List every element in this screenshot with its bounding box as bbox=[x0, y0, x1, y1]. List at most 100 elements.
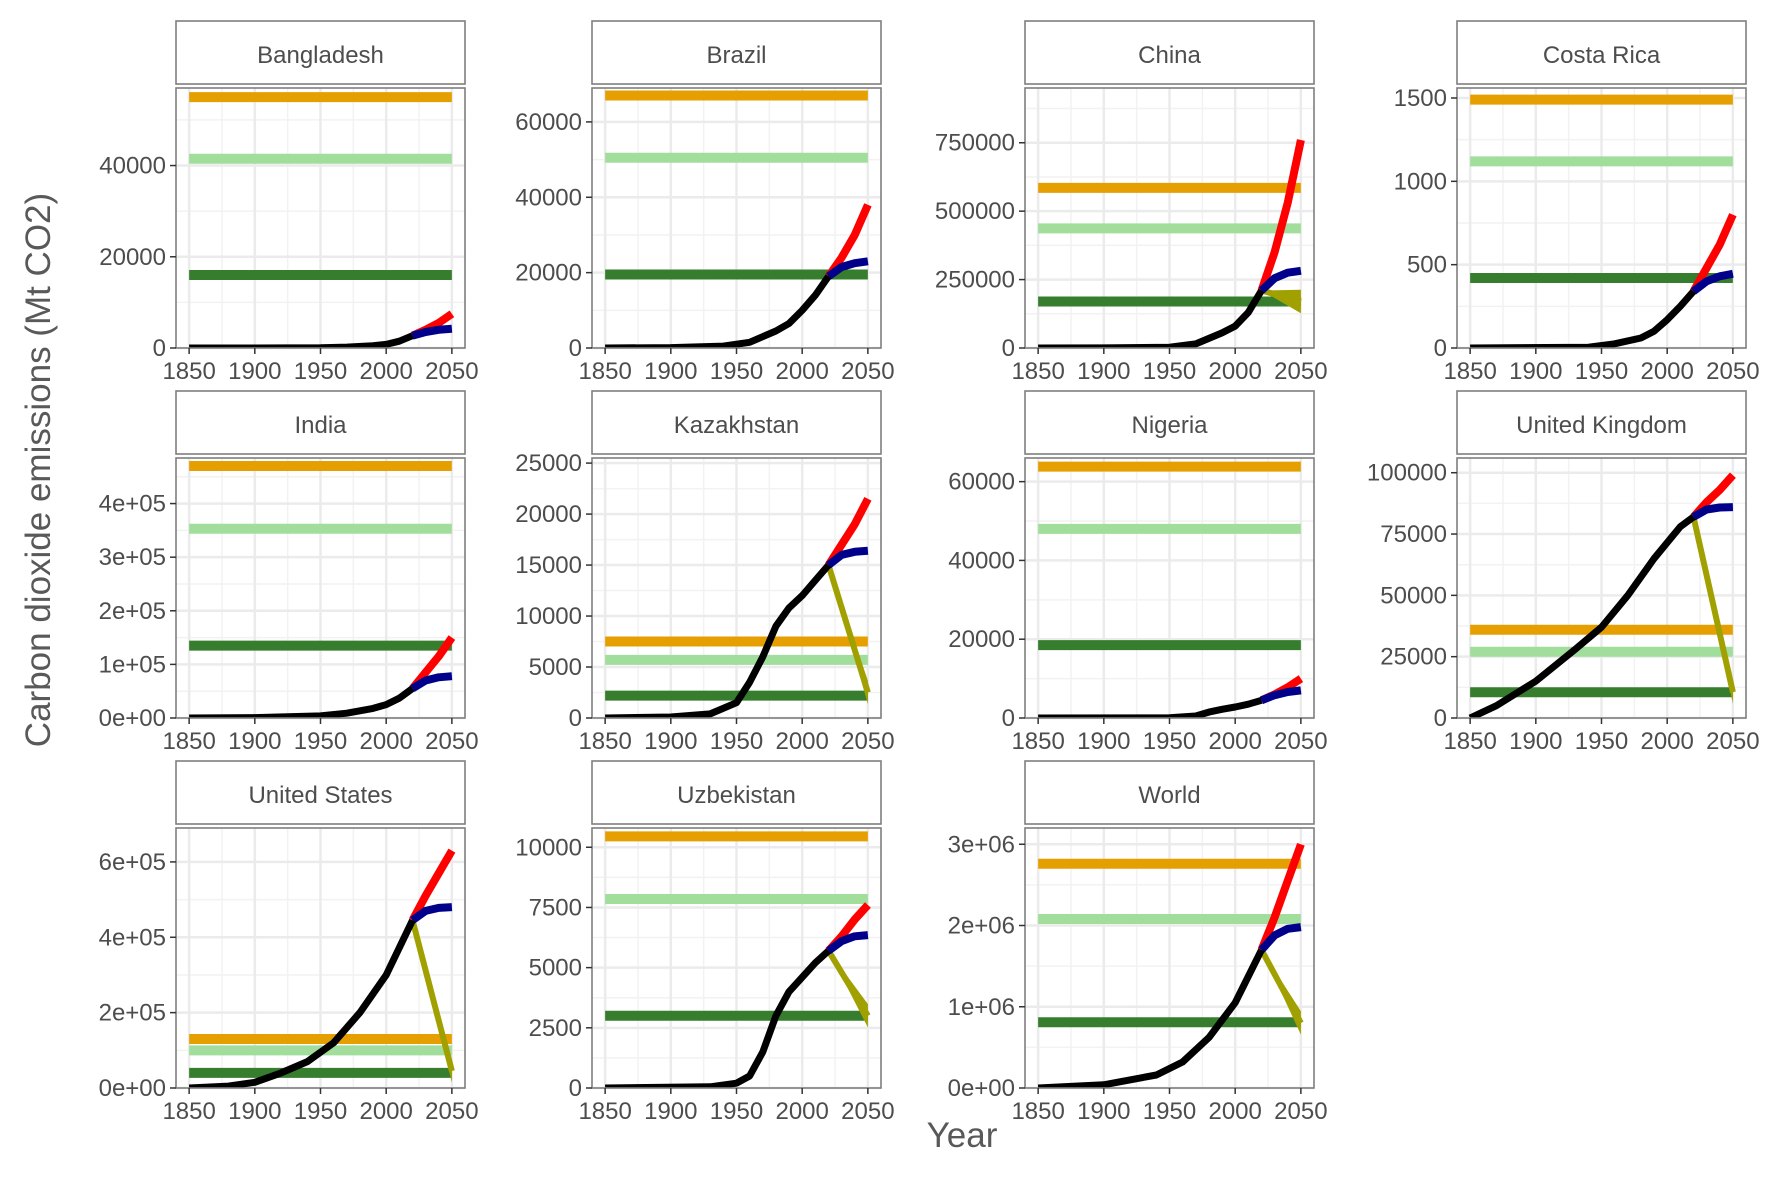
x-tick-label: 2050 bbox=[1274, 358, 1327, 385]
y-tick-label: 250000 bbox=[935, 267, 1015, 294]
facet-strip bbox=[1456, 20, 1747, 85]
y-tick-label: 0e+00 bbox=[948, 1075, 1015, 1102]
facet-panel: United States 0e+00 2e+05 4e+05 6e+05 1850 190… bbox=[99, 760, 479, 1125]
facet-strip bbox=[175, 390, 466, 455]
y-tick-label: 0 bbox=[1002, 705, 1015, 732]
x-tick-label: 1950 bbox=[294, 358, 347, 385]
x-tick-label: 2050 bbox=[425, 728, 478, 755]
x-tick-label: 1950 bbox=[294, 1098, 347, 1125]
facet-panel: India 0e+00 1e+05 2e+05 3e+05 4e+05 1850 1900 19… bbox=[99, 390, 479, 755]
low-projection-line bbox=[1260, 287, 1302, 305]
y-tick-label: 2e+06 bbox=[948, 913, 1015, 940]
y-tick-label: 0e+00 bbox=[99, 1075, 166, 1102]
x-tick-label: 2050 bbox=[425, 1098, 478, 1125]
y-tick-label: 10000 bbox=[515, 834, 582, 861]
x-tick-label: 1900 bbox=[1077, 1098, 1130, 1125]
high-projection-line bbox=[1257, 139, 1305, 292]
y-tick-label: 10000 bbox=[515, 603, 582, 630]
x-tick-label: 1950 bbox=[710, 1098, 763, 1125]
x-tick-label: 2000 bbox=[359, 358, 412, 385]
y-tick-label: 50000 bbox=[1380, 582, 1447, 609]
x-tick-label: 1900 bbox=[644, 1098, 697, 1125]
x-tick-label: 2000 bbox=[775, 728, 828, 755]
x-tick-label: 2050 bbox=[841, 358, 894, 385]
x-tick-label: 2000 bbox=[1640, 358, 1693, 385]
y-tick-label: 20000 bbox=[948, 626, 1015, 653]
y-tick-label: 100000 bbox=[1367, 460, 1447, 487]
y-tick-label: 20000 bbox=[515, 501, 582, 528]
y-tick-label: 750000 bbox=[935, 130, 1015, 157]
y-tick-label: 1500 bbox=[1394, 85, 1447, 112]
low-projection-line bbox=[1258, 948, 1304, 1025]
y-tick-label: 2e+05 bbox=[99, 598, 166, 625]
medium-projection-line bbox=[826, 931, 869, 955]
x-tick-label: 1950 bbox=[1143, 1098, 1196, 1125]
y-tick-label: 25000 bbox=[1380, 644, 1447, 671]
x-tick-label: 1950 bbox=[710, 358, 763, 385]
y-tick-label: 15000 bbox=[515, 552, 582, 579]
facet-panel: Nigeria 0 20000 40000 60000 1850 1900 1950 2000 2… bbox=[948, 390, 1328, 755]
facet-title: China bbox=[1138, 42, 1201, 69]
medium-projection-line bbox=[826, 257, 869, 280]
medium-projection-line bbox=[410, 672, 453, 692]
y-tick-label: 0 bbox=[1002, 335, 1015, 362]
x-tick-label: 1900 bbox=[1509, 728, 1562, 755]
y-tick-label: 20000 bbox=[515, 260, 582, 287]
historical-line bbox=[1470, 288, 1697, 348]
x-tick-label: 1850 bbox=[162, 728, 215, 755]
facet-strip bbox=[175, 760, 466, 825]
x-tick-label: 1950 bbox=[294, 728, 347, 755]
y-tick-label: 0 bbox=[153, 335, 166, 362]
data-layer bbox=[1468, 472, 1736, 718]
x-tick-label: 1850 bbox=[162, 1098, 215, 1125]
data-layer bbox=[605, 831, 871, 1088]
x-tick-label: 2050 bbox=[1274, 1098, 1327, 1125]
x-tick-label: 1900 bbox=[228, 728, 281, 755]
x-tick-label: 1850 bbox=[578, 358, 631, 385]
facet-strip bbox=[175, 20, 466, 85]
facet-strip bbox=[591, 20, 882, 85]
x-tick-label: 1900 bbox=[644, 728, 697, 755]
facet-title: Brazil bbox=[706, 42, 766, 69]
x-tick-label: 2000 bbox=[775, 1098, 828, 1125]
facet-strip bbox=[1456, 390, 1747, 455]
y-tick-label: 3e+05 bbox=[99, 544, 166, 571]
y-tick-label: 0 bbox=[1434, 705, 1447, 732]
y-tick-label: 25000 bbox=[515, 450, 582, 477]
y-tick-label: 60000 bbox=[515, 109, 582, 136]
facet-panel: Costa Rica 0 500 1000 1500 1850 1900 1950 2000 20… bbox=[1394, 20, 1760, 385]
x-tick-label: 1950 bbox=[710, 728, 763, 755]
x-tick-label: 2000 bbox=[1640, 728, 1693, 755]
facet-strip bbox=[591, 390, 882, 455]
high-projection-line bbox=[825, 496, 872, 568]
y-tick-label: 4e+05 bbox=[99, 491, 166, 518]
y-tick-label: 500000 bbox=[935, 198, 1015, 225]
y-tick-label: 0 bbox=[569, 1075, 582, 1102]
low-projection-line bbox=[409, 919, 455, 1072]
facet-title: United States bbox=[248, 782, 392, 809]
x-tick-label: 2050 bbox=[1274, 728, 1327, 755]
x-tick-label: 2050 bbox=[1706, 358, 1759, 385]
data-layer bbox=[1470, 94, 1737, 348]
x-tick-label: 1900 bbox=[1077, 728, 1130, 755]
data-layer bbox=[188, 848, 456, 1088]
facet-strip bbox=[591, 760, 882, 825]
y-tick-label: 500 bbox=[1407, 252, 1447, 279]
x-tick-label: 2000 bbox=[359, 728, 412, 755]
x-tick-label: 2050 bbox=[425, 358, 478, 385]
x-tick-label: 2000 bbox=[1208, 1098, 1261, 1125]
facet-panel: China 0 250000 500000 750000 1850 1900 1950 2000… bbox=[935, 20, 1328, 385]
facet-panel: United Kingdom 0 25000 50000 75000 100000 1850… bbox=[1367, 390, 1760, 755]
medium-projection-line bbox=[410, 903, 453, 924]
x-tick-label: 1850 bbox=[1011, 728, 1064, 755]
y-tick-label: 0 bbox=[569, 705, 582, 732]
x-tick-label: 1900 bbox=[1077, 358, 1130, 385]
facet-title: Bangladesh bbox=[257, 42, 384, 69]
data-layer bbox=[1037, 842, 1305, 1088]
y-tick-label: 3e+06 bbox=[948, 831, 1015, 858]
x-tick-label: 1850 bbox=[578, 728, 631, 755]
y-tick-label: 5000 bbox=[529, 654, 582, 681]
low-projection-wedge bbox=[1261, 949, 1301, 1035]
